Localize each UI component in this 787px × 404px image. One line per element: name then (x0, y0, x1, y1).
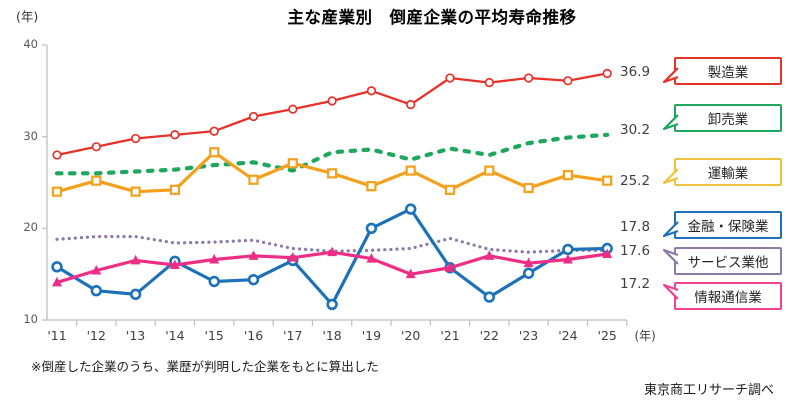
legend-label: 情報通信業 (694, 290, 762, 306)
legend-item-finance: 金融・保険業 (663, 211, 782, 239)
svg-text:'16: '16 (244, 328, 263, 343)
svg-text:'22: '22 (480, 328, 499, 343)
legend-label: サービス業他 (687, 255, 769, 271)
end-label-manufacturing: 36.9 (620, 64, 651, 80)
legend-item-manufacturing: 製造業 (663, 57, 782, 85)
legend-item-services: サービス業他 (663, 247, 782, 275)
svg-text:'24: '24 (558, 328, 577, 343)
legend-item-wholesale: 卸売業 (663, 104, 782, 132)
svg-text:'12: '12 (87, 328, 106, 343)
svg-text:'14: '14 (165, 328, 184, 343)
chart-title: 主な産業別 倒産企業の平均寿命推移 (287, 8, 577, 27)
y-tick-40: 40 (23, 37, 38, 51)
svg-text:'17: '17 (283, 328, 302, 343)
svg-text:'18: '18 (322, 328, 341, 343)
svg-text:'13: '13 (126, 328, 145, 343)
end-label-infocom: 17.2 (620, 276, 651, 292)
svg-text:'19: '19 (362, 328, 381, 343)
legend-label: 金融・保険業 (687, 219, 769, 235)
footnote: ※倒産した企業のうち、業歴が判明した企業をもとに算出した (31, 359, 379, 374)
end-label-transport: 25.2 (620, 173, 651, 189)
y-tick-30: 30 (23, 129, 38, 143)
end-label-finance: 17.8 (620, 219, 651, 235)
end-label-wholesale: 30.2 (620, 122, 651, 138)
end-label-services: 17.6 (620, 243, 651, 259)
svg-text:'11: '11 (47, 328, 66, 343)
y-tick-20: 20 (23, 220, 38, 234)
legend-item-transport: 運輸業 (663, 158, 782, 186)
legend-label: 卸売業 (707, 112, 749, 128)
svg-text:'15: '15 (205, 328, 224, 343)
svg-text:'23: '23 (519, 328, 538, 343)
svg-text:(年): (年) (635, 329, 656, 343)
svg-text:'21: '21 (440, 328, 459, 343)
y-axis-unit: (年) (16, 9, 39, 24)
source-credit: 東京商工リサーチ調べ (643, 383, 774, 398)
y-tick-10: 10 (23, 312, 38, 326)
legend-label: 製造業 (707, 65, 749, 81)
legend-item-infocom: 情報通信業 (663, 282, 782, 310)
svg-text:'25: '25 (598, 328, 617, 343)
svg-text:'20: '20 (401, 328, 420, 343)
legend-label: 運輸業 (707, 166, 749, 182)
